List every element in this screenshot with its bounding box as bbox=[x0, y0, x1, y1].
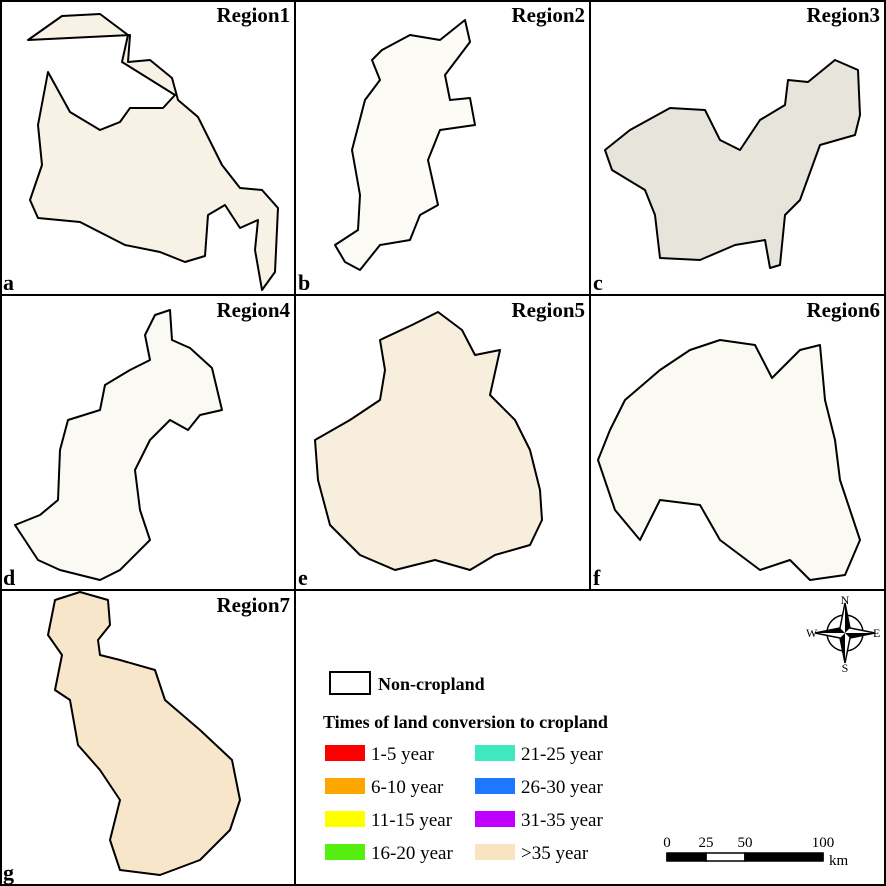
scalebar-segment bbox=[666, 852, 707, 862]
region2-outline bbox=[334, 19, 476, 271]
panel-title: Region1 bbox=[217, 3, 291, 27]
legend-swatch bbox=[475, 844, 515, 860]
noncropland-label: Non-cropland bbox=[378, 674, 485, 694]
scalebar-segment bbox=[705, 852, 746, 862]
panel-letter: a bbox=[3, 270, 14, 295]
legend-swatch bbox=[475, 745, 515, 761]
region4-outline bbox=[14, 309, 223, 581]
panel-letter: b bbox=[298, 270, 310, 295]
legend-label: >35 year bbox=[521, 843, 589, 864]
legend-swatch bbox=[325, 778, 365, 794]
legend-swatch bbox=[325, 811, 365, 827]
region5-outline bbox=[314, 311, 543, 571]
legend-title: Times of land conversion to cropland bbox=[323, 712, 608, 732]
legend-swatch bbox=[475, 811, 515, 827]
panel-letter: e bbox=[298, 565, 308, 590]
panel-letter: g bbox=[3, 860, 14, 885]
scalebar-label: 0 bbox=[663, 835, 671, 851]
noncropland-swatch bbox=[329, 671, 371, 695]
legend-label: 21-25 year bbox=[521, 744, 603, 765]
scalebar: 0 25 50 100 km bbox=[663, 835, 848, 869]
panel-title: Region3 bbox=[807, 3, 881, 27]
legend-label: 26-30 year bbox=[521, 777, 603, 798]
scalebar-label: 25 bbox=[699, 835, 714, 851]
legend-label: 1-5 year bbox=[371, 744, 434, 765]
region3-outline bbox=[604, 59, 861, 269]
legend-swatch bbox=[325, 745, 365, 761]
compass: N S E W bbox=[806, 593, 880, 675]
panel-letter: d bbox=[3, 565, 15, 590]
legend-swatch bbox=[325, 844, 365, 860]
scalebar-label: 50 bbox=[738, 835, 753, 851]
panel-title: Region4 bbox=[217, 298, 291, 322]
legend-label: 31-35 year bbox=[521, 810, 603, 831]
panel-title: Region2 bbox=[512, 3, 586, 27]
panel-title: Region6 bbox=[807, 298, 881, 322]
scalebar-segment bbox=[744, 852, 824, 862]
legend-label: 6-10 year bbox=[371, 777, 444, 798]
region6-outline bbox=[597, 339, 861, 581]
compass-n: N bbox=[841, 593, 850, 607]
compass-w: W bbox=[806, 626, 818, 640]
legend-swatch bbox=[475, 778, 515, 794]
region7-outline bbox=[47, 591, 241, 876]
panel-title: Region7 bbox=[217, 593, 291, 617]
legend-label: 16-20 year bbox=[371, 843, 453, 864]
legend-items: 1-5 year 6-10 year 11-15 year 16-20 year 21-… bbox=[325, 744, 603, 864]
compass-s: S bbox=[842, 661, 849, 675]
panel-labels: Region1 Region2 Region3 Region4 Region5 … bbox=[3, 3, 880, 885]
panel-letter: c bbox=[593, 270, 603, 295]
legend-label: 11-15 year bbox=[371, 810, 453, 831]
region1-outline bbox=[27, 13, 279, 291]
scalebar-unit: km bbox=[829, 853, 849, 869]
panel-letter: f bbox=[593, 565, 601, 590]
panel-title: Region5 bbox=[512, 298, 586, 322]
scalebar-label: 100 bbox=[812, 835, 835, 851]
compass-e: E bbox=[873, 626, 880, 640]
